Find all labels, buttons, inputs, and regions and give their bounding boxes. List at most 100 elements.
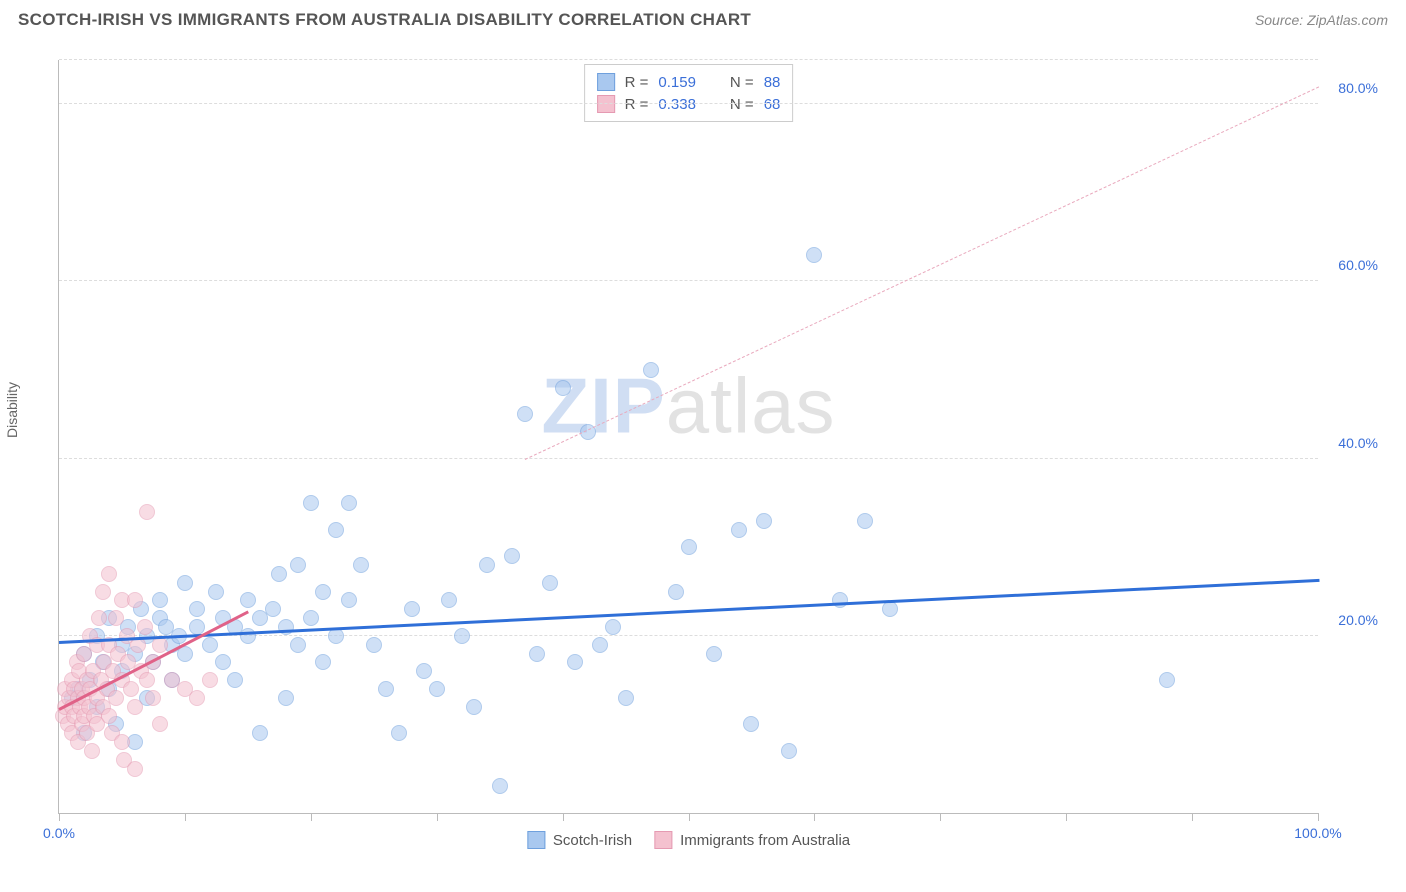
gridline [59,59,1318,60]
data-point [341,495,357,511]
data-point [592,637,608,653]
data-point [95,584,111,600]
stats-n-value-1: 88 [764,74,781,91]
data-point [781,743,797,759]
data-point [215,654,231,670]
data-point [555,380,571,396]
data-point [441,592,457,608]
data-point [177,575,193,591]
y-axis-label: Disability [4,382,20,438]
gridline [59,103,1318,104]
data-point [492,778,508,794]
chart-title: SCOTCH-IRISH VS IMMIGRANTS FROM AUSTRALI… [18,10,751,30]
data-point [542,575,558,591]
data-point [567,654,583,670]
data-point [240,628,256,644]
data-point [391,725,407,741]
trend-line [525,87,1319,460]
data-point [479,557,495,573]
data-point [137,619,153,635]
legend: Scotch-Irish Immigrants from Australia [527,831,850,849]
chart-header: SCOTCH-IRISH VS IMMIGRANTS FROM AUSTRALI… [0,0,1406,38]
data-point [152,592,168,608]
stats-swatch-series1 [597,73,615,91]
stats-row-series1: R = 0.159 N = 88 [597,71,781,93]
data-point [315,654,331,670]
x-tick [940,813,941,821]
y-tick-label: 20.0% [1338,612,1378,628]
data-point [832,592,848,608]
data-point [743,716,759,732]
data-point [152,716,168,732]
data-point [84,743,100,759]
data-point [101,708,117,724]
data-point [378,681,394,697]
data-point [366,637,382,653]
y-tick-label: 80.0% [1338,80,1378,96]
data-point [101,566,117,582]
data-point [271,566,287,582]
data-point [208,584,224,600]
data-point [454,628,470,644]
x-tick [814,813,815,821]
data-point [91,610,107,626]
y-tick-label: 60.0% [1338,257,1378,273]
data-point [252,725,268,741]
data-point [202,637,218,653]
legend-swatch-series2 [654,831,672,849]
y-tick-label: 40.0% [1338,435,1378,451]
data-point [189,690,205,706]
data-point [108,690,124,706]
stats-r-label: R = [625,74,649,91]
data-point [108,610,124,626]
data-point [618,690,634,706]
data-point [290,637,306,653]
data-point [127,699,143,715]
data-point [643,362,659,378]
data-point [127,761,143,777]
x-tick [59,813,60,821]
data-point [1159,672,1175,688]
data-point [303,610,319,626]
data-point [806,247,822,263]
data-point [278,690,294,706]
data-point [114,734,130,750]
data-point [127,592,143,608]
data-point [139,672,155,688]
data-point [341,592,357,608]
data-point [681,539,697,555]
x-tick [1192,813,1193,821]
data-point [328,522,344,538]
x-tick [689,813,690,821]
data-point [315,584,331,600]
data-point [756,513,772,529]
watermark-brand-b: atlas [666,362,836,450]
data-point [429,681,445,697]
x-tick [563,813,564,821]
data-point [517,406,533,422]
data-point [189,601,205,617]
data-point [668,584,684,600]
data-point [145,690,161,706]
data-point [529,646,545,662]
data-point [466,699,482,715]
x-tick [1318,813,1319,821]
stats-r-value-1: 0.159 [658,74,696,91]
data-point [404,601,420,617]
stats-n-label: N = [730,74,754,91]
gridline [59,458,1318,459]
data-point [123,681,139,697]
gridline [59,280,1318,281]
data-point [265,601,281,617]
chart-source: Source: ZipAtlas.com [1255,12,1388,28]
x-tick [311,813,312,821]
data-point [202,672,218,688]
data-point [303,495,319,511]
data-point [605,619,621,635]
legend-item-series1: Scotch-Irish [527,831,632,849]
plot-area: ZIPatlas R = 0.159 N = 88 R = 0.338 N = … [58,60,1318,814]
legend-label-series2: Immigrants from Australia [680,832,850,849]
data-point [416,663,432,679]
data-point [290,557,306,573]
x-tick-label: 0.0% [43,825,75,841]
